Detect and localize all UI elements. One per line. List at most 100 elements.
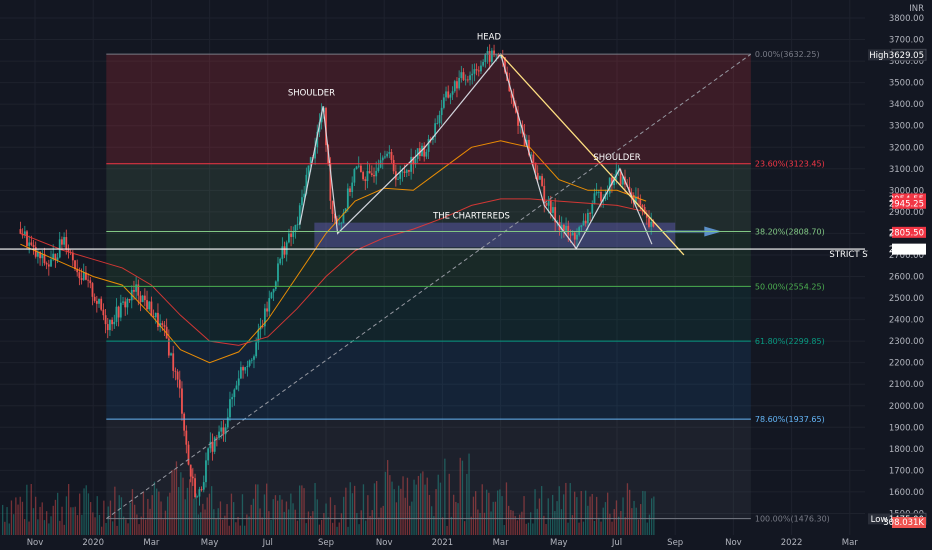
candle-body [401, 171, 404, 173]
candle-body [576, 234, 578, 240]
volume-bar [244, 525, 246, 535]
fib-zone [106, 341, 751, 420]
candle-body [462, 72, 465, 80]
volume-bar [252, 498, 255, 535]
volume-bar [76, 515, 79, 535]
volume-bar [206, 497, 208, 535]
volume-bar [266, 483, 268, 535]
candle-body [95, 300, 98, 304]
volume-bar [422, 471, 424, 535]
candle-body [482, 61, 485, 66]
time-axis[interactable]: Nov 2020 Mar May Jul Sep Nov 2021 Mar May Jul Sep No… [0, 535, 932, 550]
candle-body [499, 56, 502, 58]
volume-badge-value: 308.031K [883, 518, 924, 528]
volume-bar [105, 522, 107, 535]
volume-bar [633, 500, 635, 535]
candle-body [523, 133, 526, 146]
candle-body [23, 231, 26, 236]
candle-body [242, 367, 244, 371]
volume-bar [277, 500, 279, 535]
volume-bar [536, 508, 538, 535]
volume-bar [114, 486, 116, 535]
candle-body [514, 106, 517, 113]
volume-bar [138, 524, 140, 535]
fib-label: 50.00%(2554.25) [755, 282, 825, 291]
candle-body [139, 295, 142, 303]
candle-body [464, 79, 467, 81]
volume-bar [10, 500, 13, 535]
candle-body [381, 157, 384, 161]
volume-bar [380, 507, 382, 535]
candle-body [80, 278, 83, 280]
volume-bar [63, 524, 65, 535]
candle-body [39, 251, 41, 259]
volume-bar [140, 516, 142, 535]
volume-bar [147, 498, 149, 535]
volume-bar [186, 487, 189, 535]
candle-body [639, 198, 642, 206]
candle-body [178, 379, 181, 389]
fib-label: 78.60%(1937.65) [755, 415, 825, 424]
candle-body [351, 182, 354, 193]
candle-body [113, 321, 116, 325]
candle-body [408, 170, 410, 172]
volume-bar [17, 504, 19, 535]
candle-body [562, 224, 565, 231]
candle-body [135, 284, 138, 292]
annotation-label: SHOULDER [288, 89, 335, 99]
candle-body [209, 441, 212, 449]
price-tick-label: 2100.00 [889, 380, 924, 390]
volume-bar [560, 509, 563, 535]
volume-bar [321, 519, 323, 535]
volume-bar [648, 514, 651, 535]
candle-body [124, 301, 127, 308]
price-axis[interactable]: 1500.001600.001700.001800.001900.002000.… [868, 0, 932, 550]
candle-body [283, 246, 286, 255]
volume-bar [217, 508, 219, 535]
volume-bar [164, 510, 167, 535]
volume-bar [479, 512, 481, 535]
volume-bar [565, 482, 567, 535]
candle-body [451, 91, 454, 95]
volume-bar [384, 471, 387, 535]
candle-body [477, 70, 480, 72]
candle-body [314, 147, 316, 159]
volume-bar [453, 494, 455, 535]
candle-body [248, 360, 251, 366]
fib-zones [106, 54, 751, 519]
candle-body [305, 174, 308, 194]
volume-bar [530, 512, 532, 535]
candle-body [233, 389, 236, 398]
candle-body [445, 91, 447, 98]
volume-bar [8, 523, 10, 535]
candle-body [257, 329, 260, 343]
candle-body [63, 237, 65, 245]
volume-bar [543, 515, 545, 535]
volume-bar [142, 491, 145, 535]
volume-bar [92, 512, 94, 535]
volume-bar [35, 496, 37, 535]
time-tick-label: Nov [725, 538, 742, 548]
volume-bar [646, 522, 648, 535]
price-badges: High3629.052954.552945.252805.502727.35L… [868, 48, 927, 528]
volume-bar [215, 518, 217, 535]
volume-bar [184, 499, 186, 535]
candle-body [543, 185, 546, 203]
candle-body [589, 212, 591, 214]
price-tick-label: 3300.00 [889, 122, 924, 132]
candle-body [307, 165, 310, 175]
volume-bar [325, 503, 327, 535]
volume-bar [90, 502, 92, 535]
candle-body [261, 326, 264, 327]
candle-body [493, 50, 495, 56]
candle-body [218, 431, 220, 438]
candle-body [287, 233, 290, 243]
candle-body [205, 460, 207, 483]
candle-body [316, 131, 319, 148]
price-tick-label: 1800.00 [889, 445, 924, 455]
candle-body [76, 268, 79, 273]
volume-bar [208, 493, 211, 535]
candle-body [167, 338, 170, 356]
volume-bar [191, 469, 193, 535]
